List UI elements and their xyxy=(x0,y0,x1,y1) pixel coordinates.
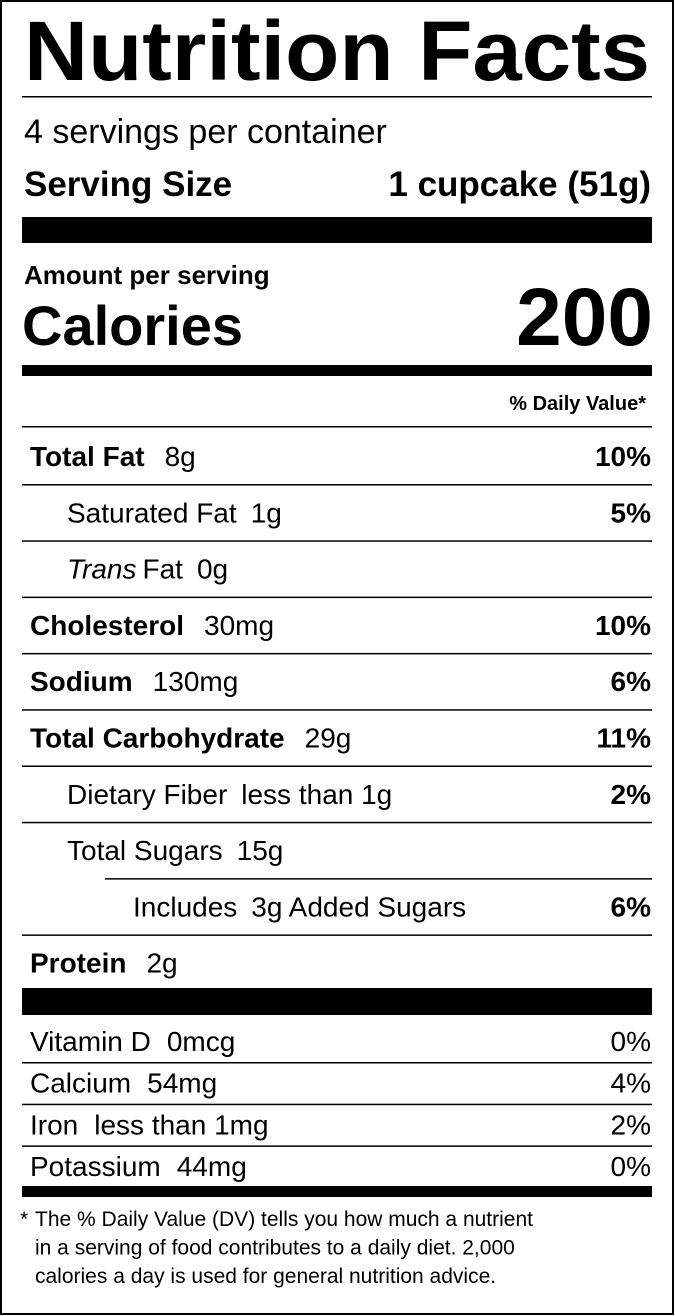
footnote-mark: * xyxy=(20,1208,28,1231)
rule xyxy=(22,709,652,711)
thick-bar xyxy=(22,988,652,1015)
nutrient-amount: 30mg xyxy=(204,610,274,641)
nutrient-name: Includes xyxy=(133,891,237,922)
nutrient-dv: 5% xyxy=(611,497,652,528)
nutrient-amount: 1g xyxy=(251,497,282,528)
medium-bar xyxy=(22,1186,652,1197)
rows: Total Fat 8g 10% Saturated Fat 1g 5% Trans Fat 0… xyxy=(20,441,652,1288)
rule xyxy=(22,821,652,824)
vitamin-dv: 0% xyxy=(611,1151,651,1182)
rule xyxy=(22,596,652,599)
serving-size-label: Serving Size xyxy=(24,165,232,204)
footnote-line: calories a day is used for general nutri… xyxy=(35,1265,496,1288)
rule xyxy=(22,934,652,936)
rule xyxy=(22,765,652,767)
nutrient-name: Saturated Fat xyxy=(67,497,237,528)
rule xyxy=(105,878,652,880)
nutrient-amount: 0g xyxy=(197,554,228,585)
vitamin-dv: 2% xyxy=(611,1109,651,1140)
nutrient-dv: 2% xyxy=(611,779,652,810)
rule xyxy=(22,1062,652,1064)
nutrient-name: Protein xyxy=(30,948,126,979)
nutrient-dv: 6% xyxy=(611,891,652,922)
nutrient-dv: 11% xyxy=(597,723,652,754)
rule xyxy=(22,540,652,542)
title: Nutrition Facts xyxy=(24,4,650,98)
nutrient-dv: 10% xyxy=(595,610,651,641)
nutrient-amount: less than 1g xyxy=(241,779,392,810)
nutrient-amount: 15g xyxy=(237,835,284,866)
nutrient-name: Fat xyxy=(143,554,184,585)
nutrient-name: Total Sugars xyxy=(67,835,223,866)
vitamin-name: Potassium xyxy=(30,1151,161,1182)
medium-bar xyxy=(22,365,652,376)
nutrient-amount: 130mg xyxy=(153,666,239,697)
vitamin-dv: 0% xyxy=(611,1026,651,1057)
vitamin-amount: 0mcg xyxy=(167,1026,235,1057)
footnote-line: The % Daily Value (DV) tells you how muc… xyxy=(35,1208,533,1231)
vitamin-amount: 54mg xyxy=(147,1068,217,1099)
vitamin-name: Vitamin D xyxy=(30,1026,151,1057)
nutrient-amount: 8g xyxy=(165,441,196,472)
nutrient-name: Total Carbohydrate xyxy=(30,723,285,754)
nutrient-name: Total Fat xyxy=(30,441,145,472)
amount-per-serving: Amount per serving xyxy=(24,260,270,290)
calories-value: 200 xyxy=(516,272,653,363)
nutrient-dv: 10% xyxy=(595,441,651,472)
vitamin-amount: less than 1mg xyxy=(94,1109,268,1140)
nutrient-amount: 3g Added Sugars xyxy=(251,891,466,922)
nutrient-name: Dietary Fiber xyxy=(67,779,227,810)
rule xyxy=(22,484,652,486)
rule xyxy=(22,1145,652,1147)
dv-header: % Daily Value* xyxy=(509,393,646,415)
nutrient-name: Sodium xyxy=(30,666,133,697)
nutrient-name-italic: Trans xyxy=(67,554,137,585)
vitamin-dv: 4% xyxy=(611,1068,651,1099)
vitamin-amount: 44mg xyxy=(177,1151,247,1182)
thick-bar xyxy=(22,217,652,243)
rule xyxy=(22,96,652,98)
nutrient-amount: 2g xyxy=(146,948,177,979)
rule xyxy=(22,1103,652,1106)
nutrient-name: Cholesterol xyxy=(30,610,184,641)
vitamin-name: Calcium xyxy=(30,1068,131,1099)
rule xyxy=(22,652,652,655)
rule xyxy=(22,426,652,428)
vitamin-name: Iron xyxy=(30,1109,78,1140)
servings: 4 servings per container xyxy=(24,113,387,151)
footnote-line: in a serving of food contributes to a da… xyxy=(35,1237,515,1260)
nutrient-amount: 29g xyxy=(305,723,352,754)
calories-label: Calories xyxy=(22,294,243,357)
nutrient-dv: 6% xyxy=(611,666,652,697)
serving-size-value: 1 cupcake (51g) xyxy=(388,165,651,204)
